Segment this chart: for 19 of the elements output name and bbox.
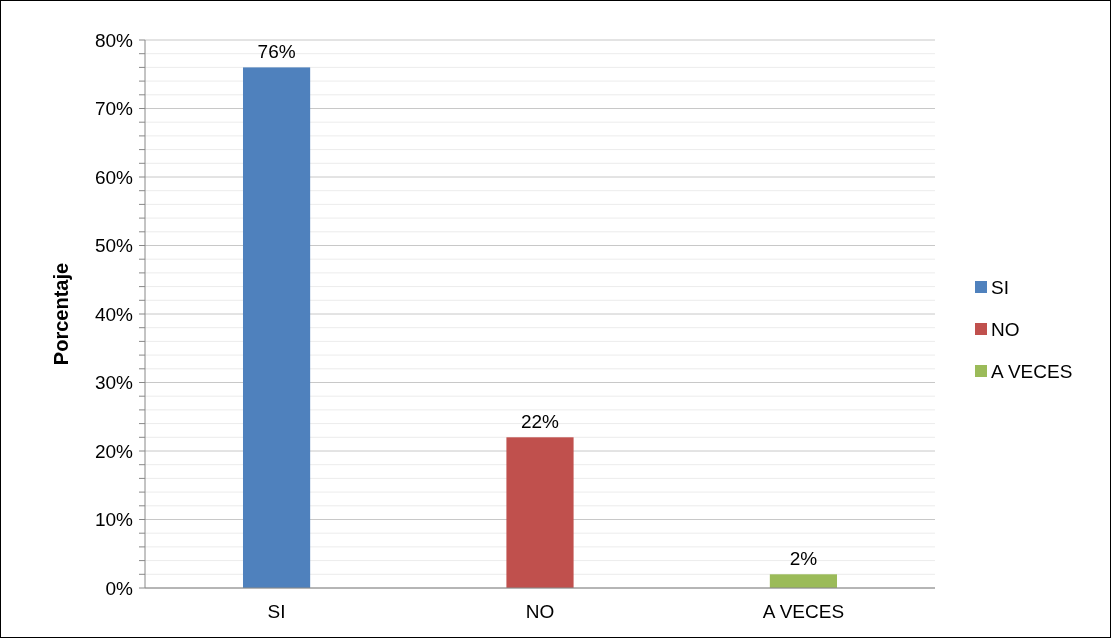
x-tick-label: SI [267,601,286,622]
y-tick-label: 0% [105,577,134,599]
y-tick-label: 30% [94,372,134,394]
y-tick-label: 10% [94,509,134,531]
y-tick-label: 40% [94,303,134,325]
data-label: 2% [789,548,818,570]
y-tick-label: 20% [94,440,134,462]
y-tick-label: 80% [94,29,134,51]
y-tick-label: 60% [94,166,134,188]
legend-label: NO [991,318,1020,340]
y-axis-title: Porcentaje [50,262,72,366]
x-tick-label: NO [525,601,555,622]
legend-label: A VECES [991,360,1073,382]
x-tick-label: A VECES [762,601,845,622]
y-tick-label: 70% [94,98,134,120]
data-label: 22% [520,411,560,433]
y-tick-label: 50% [94,235,134,257]
data-label: 76% [257,41,296,63]
legend-label: SI [991,276,1009,298]
